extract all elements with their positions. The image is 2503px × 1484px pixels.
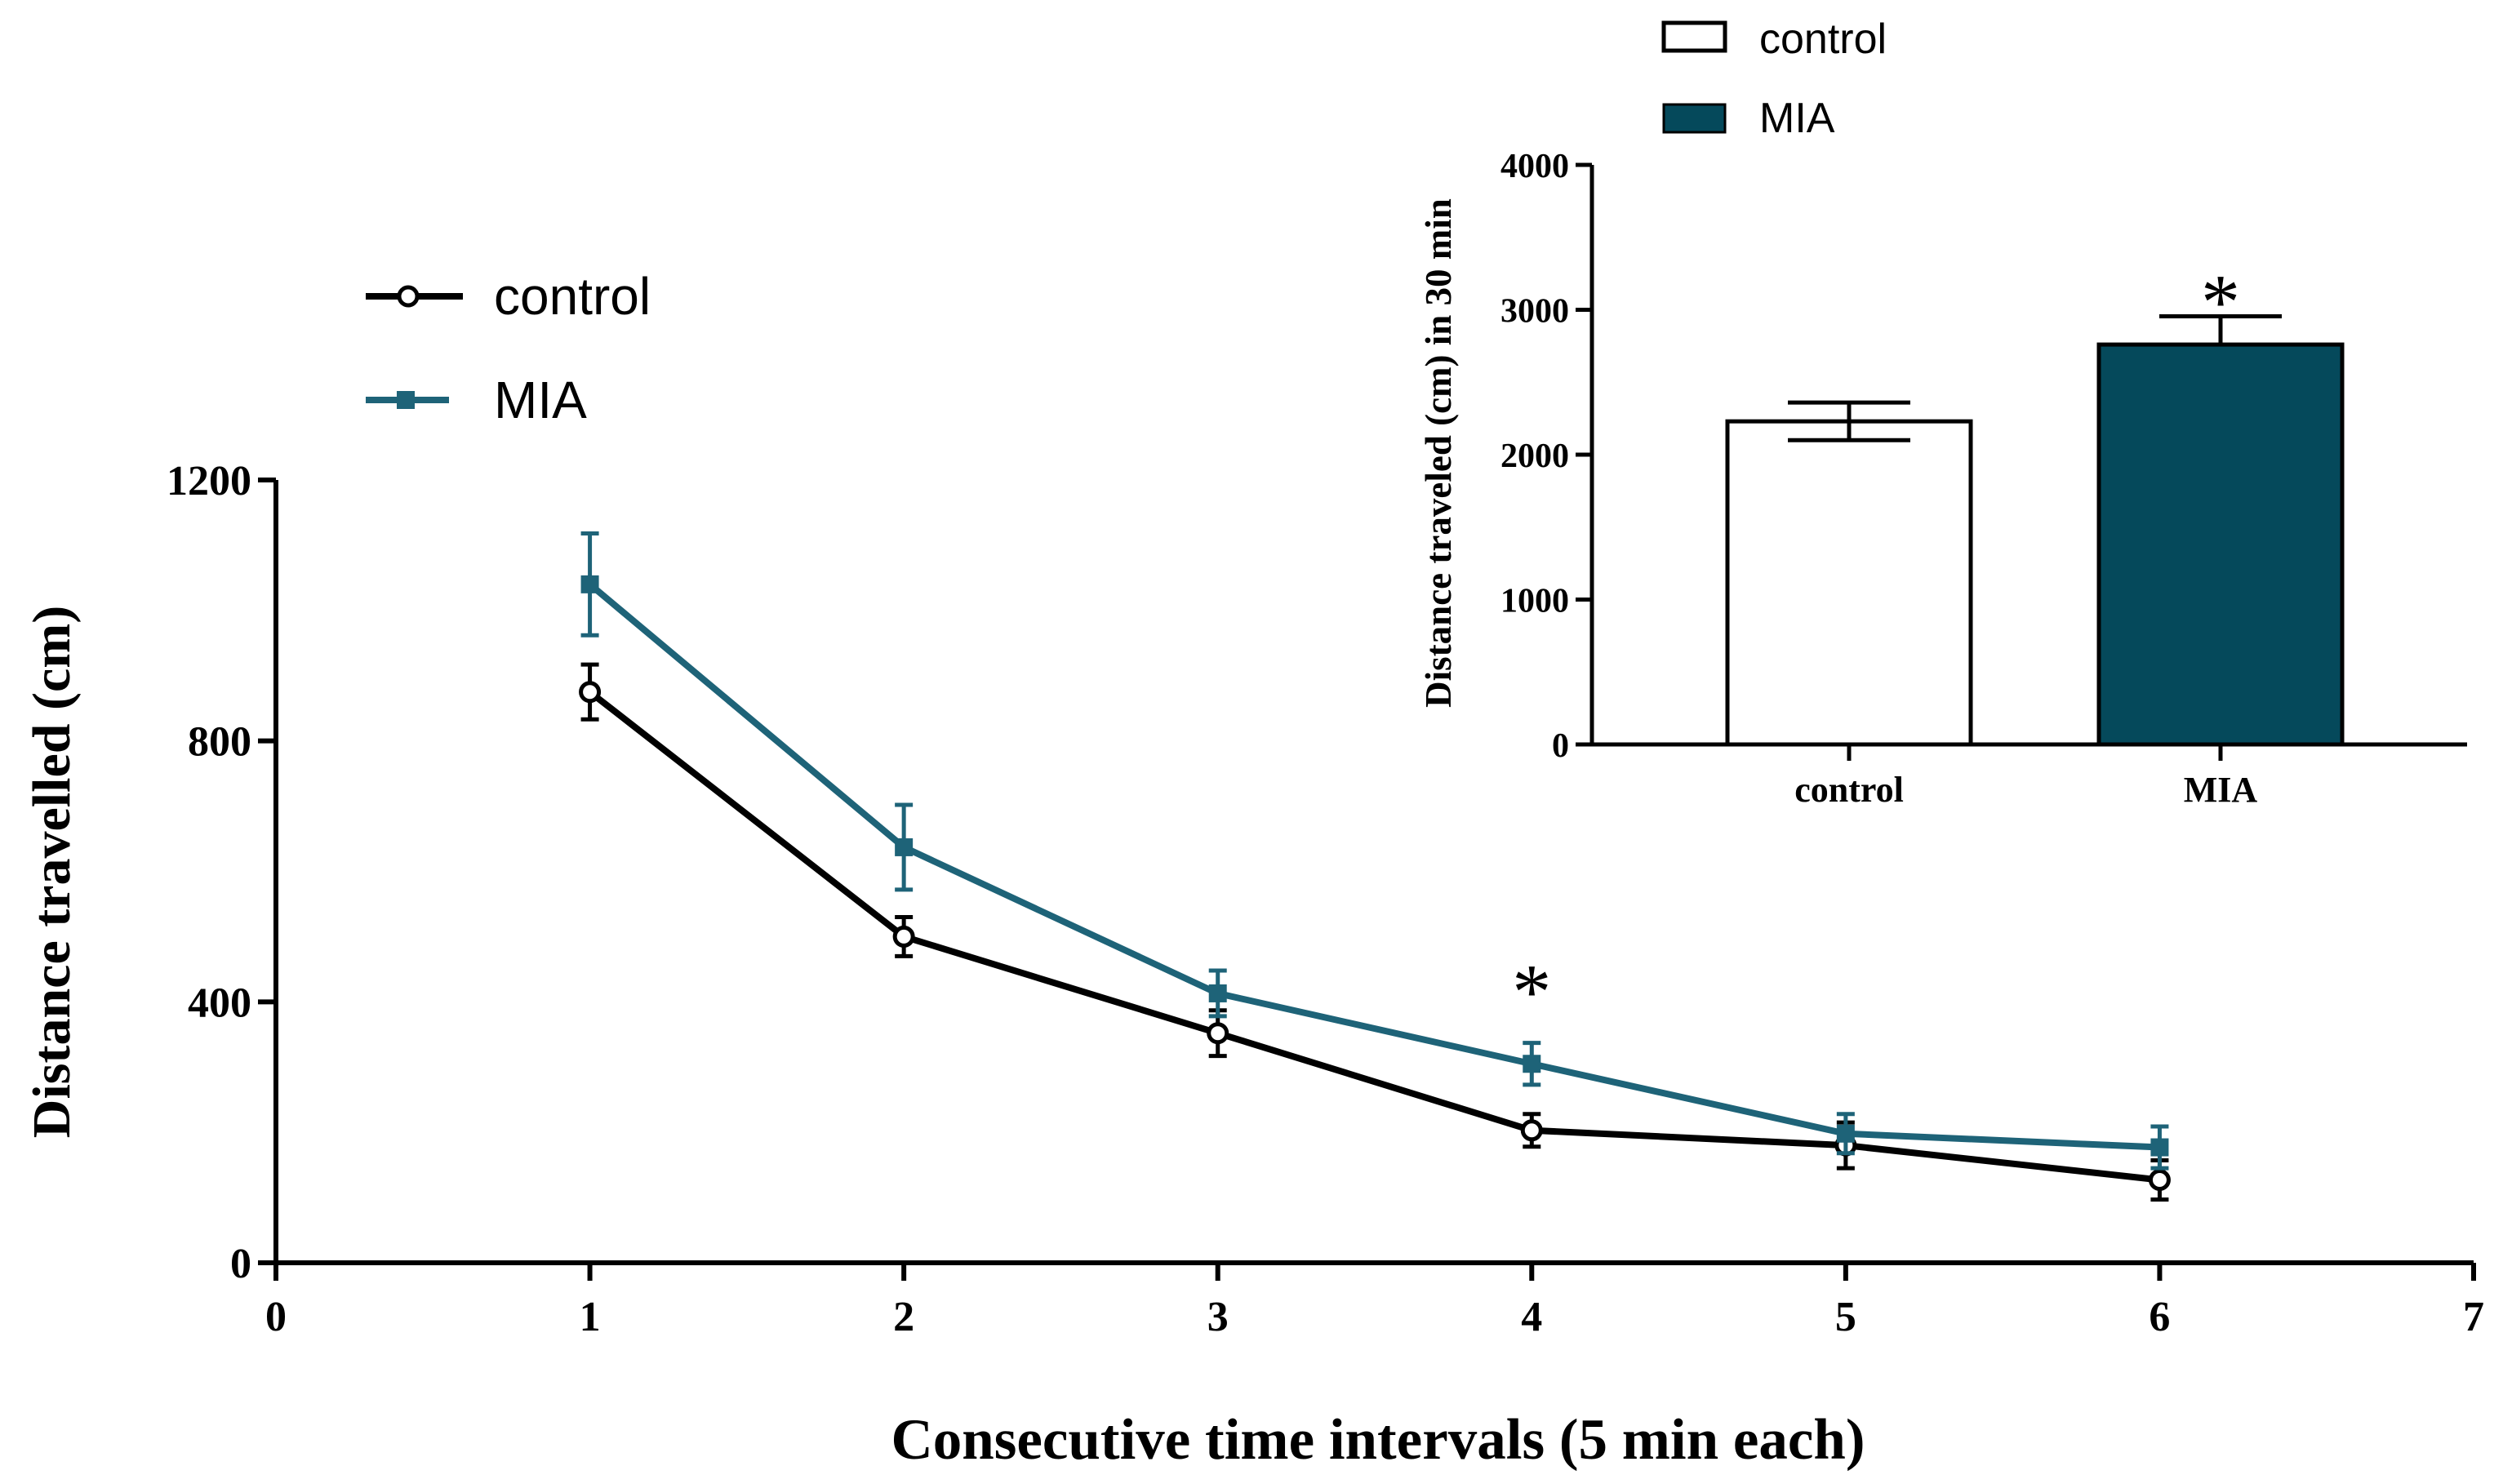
data-point (579, 681, 602, 704)
data-point (580, 575, 599, 593)
legend-mia-label: MIA (494, 371, 587, 429)
inset-bar-chart: control MIA 0 1000 2000 3000 4000 control MIA… (1418, 16, 2467, 810)
data-point (895, 838, 914, 856)
main-x-tick-label: 2 (893, 1294, 914, 1340)
main-y-tick-label: 1200 (167, 458, 251, 504)
inset-y-tick-label: 4000 (1500, 148, 1569, 185)
main-y-tick-label: 800 (188, 719, 251, 766)
main-legend: control MIA (366, 267, 651, 429)
significance-asterisk: * (1512, 949, 1551, 1036)
inset-x-tick-label: control (1794, 770, 1904, 810)
inset-legend-mia-swatch (1662, 103, 1727, 134)
data-point (2148, 1169, 2171, 1192)
inset-y-axis-label: Distance traveled (cm) in 30 min (1418, 198, 1459, 708)
main-line-chart: 0 400 800 1200 0 1 2 3 4 5 6 7 Distance travelled … (22, 267, 2484, 1472)
main-x-axis-label: Consecutive time intervals (5 min each) (891, 1408, 1865, 1472)
bar-rect (1725, 419, 1973, 747)
bar-mia (2096, 313, 2345, 747)
data-point (2150, 1138, 2169, 1157)
main-y-tick-label: 0 (230, 1241, 251, 1287)
main-x-tick-label: 7 (2463, 1294, 2484, 1340)
main-x-tick-label: 3 (1207, 1294, 1229, 1340)
inset-x-tick-label: MIA (2184, 770, 2258, 810)
data-point (1208, 984, 1227, 1002)
inset-y-tick-label: 2000 (1500, 438, 1569, 475)
main-x-tick-label: 6 (2149, 1294, 2170, 1340)
bar-rect (2096, 342, 2345, 747)
legend-control-swatch (366, 285, 463, 308)
main-x-tick-label: 4 (1521, 1294, 1542, 1340)
inset-y-tick-label: 1000 (1500, 583, 1569, 620)
data-point (1836, 1124, 1855, 1143)
main-x-tick-label: 0 (265, 1294, 287, 1340)
inset-legend-mia-label: MIA (1759, 95, 1835, 142)
inset-legend-control-swatch (1661, 20, 1727, 53)
main-x-tick-label: 1 (580, 1294, 601, 1340)
series-line-mia (588, 581, 2160, 1151)
inset-legend: control MIA (1661, 16, 1887, 142)
data-point (1520, 1119, 1543, 1142)
inset-significance-asterisk: * (2201, 258, 2240, 345)
inset-y-tick-label: 0 (1552, 727, 1569, 765)
series-mia (580, 531, 2169, 1171)
data-point (892, 925, 915, 948)
legend-control-label: control (494, 267, 651, 326)
legend-mia-swatch (366, 391, 449, 409)
inset-legend-control-label: control (1759, 16, 1887, 63)
data-point (1207, 1022, 1229, 1045)
inset-y-tick-label: 3000 (1500, 293, 1569, 331)
series-line-control (588, 689, 2160, 1184)
data-point (1523, 1055, 1541, 1073)
main-x-tick-label: 5 (1835, 1294, 1856, 1340)
main-y-axis-label: Distance travelled (cm) (22, 606, 82, 1138)
bar-control (1725, 400, 1973, 747)
main-y-tick-label: 400 (188, 980, 251, 1026)
